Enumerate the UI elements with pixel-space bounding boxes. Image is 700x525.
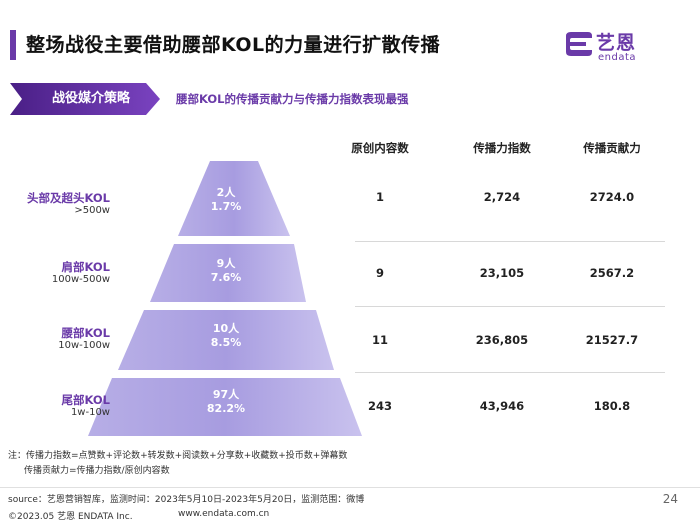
tier-2-spread-index: 23,105 <box>479 266 525 280</box>
source-note: source：艺恩营销智库，监测时间：2023年5月10日-2023年5月20日… <box>8 495 365 505</box>
strategy-label: 战役媒介策略 <box>51 91 130 106</box>
row-divider <box>355 306 665 307</box>
column-header-contribution: 传播贡献力 <box>583 141 641 155</box>
tier-1-count: 2人 <box>216 186 236 199</box>
tier-3-original: 11 <box>371 333 388 347</box>
title-accent-bar <box>10 30 16 60</box>
tier-2-contribution: 2567.2 <box>589 266 635 280</box>
logo-english-text: endata <box>598 52 637 63</box>
tier-3-range: 10w-100w <box>58 340 110 351</box>
footer-divider <box>0 487 700 488</box>
formula-note: 注：传播力指数=点赞数+评论数+转发数+阅读数+分享数+收藏数+投币数+弹幕数 <box>8 451 348 461</box>
tier-3-spread-index: 236,805 <box>475 333 529 347</box>
pyramid-segment-tail <box>88 378 362 436</box>
tier-4-name: 尾部KOL <box>61 393 111 407</box>
tier-2-name: 肩部KOL <box>61 260 111 274</box>
logo-chinese-text: 艺恩 <box>596 32 637 54</box>
tier-1-share: 2人 1.7% <box>176 186 276 214</box>
tier-3-contribution: 21527.7 <box>585 333 639 347</box>
tier-2-original: 9 <box>375 266 384 280</box>
tier-4-count: 97人 <box>212 388 240 401</box>
copyright: ©2023.05 艺恩 ENDATA Inc. <box>8 512 133 522</box>
tier-4-range: 1w-10w <box>70 407 110 418</box>
tier-3-count: 10人 <box>212 322 240 335</box>
tier-3-percent: 8.5% <box>210 336 242 349</box>
endata-logo-icon <box>566 32 592 56</box>
tier-1-contribution: 2724.0 <box>589 190 635 204</box>
column-header-original: 原创内容数 <box>351 141 409 155</box>
tier-4-percent: 82.2% <box>206 402 246 415</box>
tier-3-name: 腰部KOL <box>61 326 111 340</box>
pyramid-segment-shoulder <box>150 244 306 302</box>
strategy-description: 腰部KOL的传播贡献力与传播力指数表现最强 <box>176 92 409 106</box>
tier-1-range: >500w <box>74 205 110 216</box>
tier-2-range: 100w-500w <box>51 274 110 285</box>
tier-4-spread-index: 43,946 <box>479 399 525 413</box>
tier-2-share: 9人 7.6% <box>176 257 276 285</box>
pyramid-segment-top <box>178 161 290 236</box>
tier-2-percent: 7.6% <box>210 271 242 284</box>
page-number: 24 <box>662 492 678 506</box>
strategy-tag: 战役媒介策略 <box>10 83 160 115</box>
tier-1-original: 1 <box>375 190 384 204</box>
tier-4-contribution: 180.8 <box>593 399 631 413</box>
website-link[interactable]: www.endata.com.cn <box>178 509 270 519</box>
tier-1-spread-index: 2,724 <box>483 190 521 204</box>
tier-1-percent: 1.7% <box>210 200 242 213</box>
tier-1-name: 头部及超头KOL <box>27 191 110 205</box>
formula-note-2: 传播贡献力=传播力指数/原创内容数 <box>24 466 170 476</box>
tier-4-original: 243 <box>367 399 392 413</box>
column-header-spread-index: 传播力指数 <box>473 141 531 155</box>
tier-3-share: 10人 8.5% <box>176 322 276 350</box>
endata-logo: 艺恩 endata <box>562 26 654 66</box>
page-title: 整场战役主要借助腰部KOL的力量进行扩散传播 <box>26 34 441 56</box>
pyramid-segment-waist <box>118 310 334 370</box>
row-divider <box>355 241 665 242</box>
row-divider <box>355 372 665 373</box>
tier-2-count: 9人 <box>216 257 236 270</box>
tier-4-share: 97人 82.2% <box>176 388 276 416</box>
